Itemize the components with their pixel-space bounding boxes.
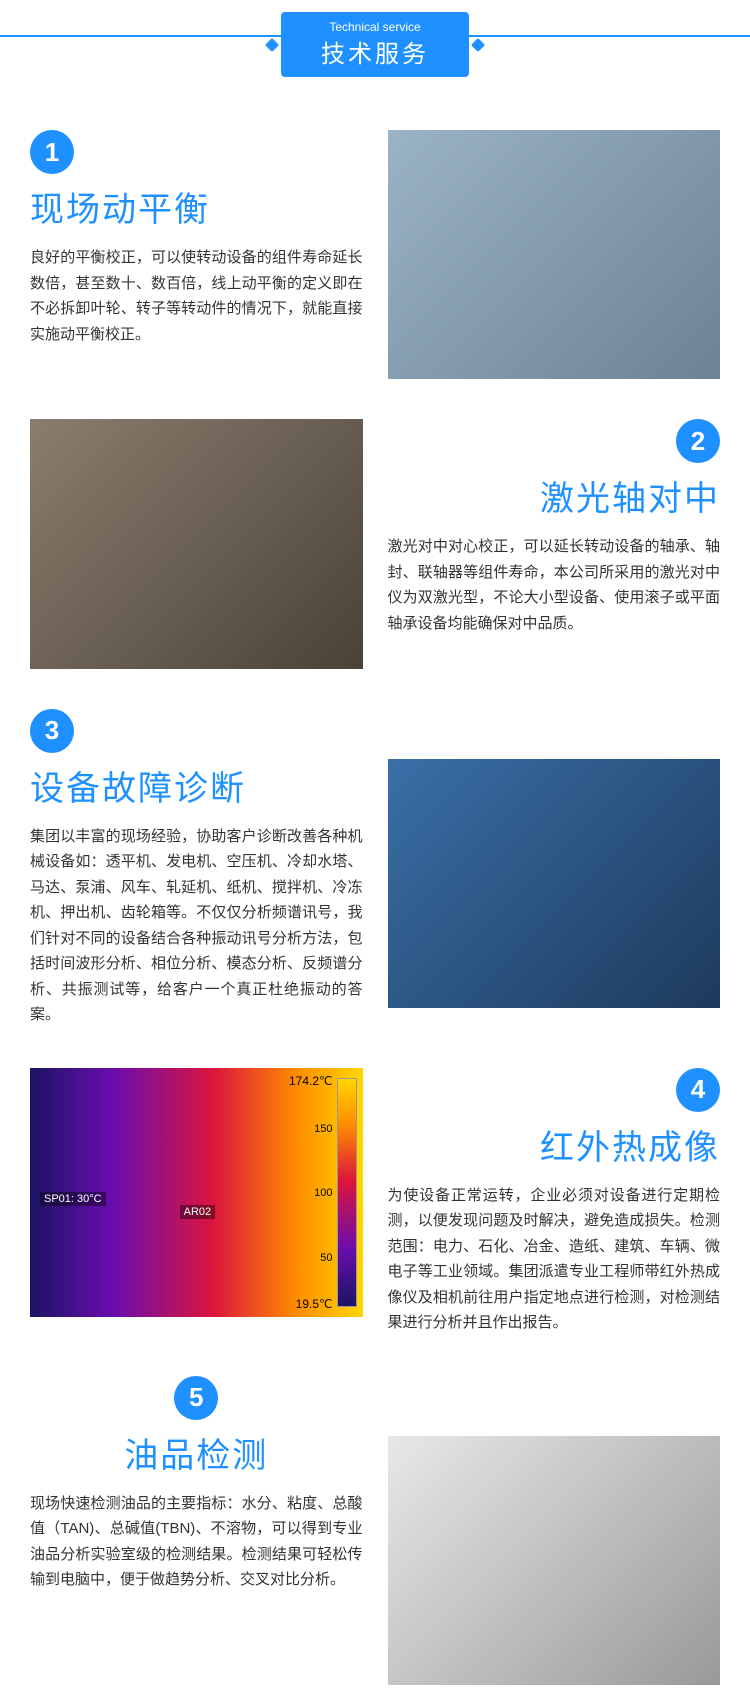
- section-1-image: [388, 130, 721, 379]
- section-1-image-col: [388, 130, 721, 379]
- section-3-text: 3 设备故障诊断 集团以丰富的现场经验，协助客户诊断改善各种机械设备如：透平机、…: [30, 709, 363, 1028]
- section-3-number: 3: [30, 709, 74, 753]
- section-1-body: 良好的平衡校正，可以使转动设备的组件寿命延长数倍，甚至数十、数百倍，线上动平衡的…: [30, 245, 363, 347]
- section-5-body: 现场快速检测油品的主要指标：水分、粘度、总酸值（TAN)、总碱值(TBN)、不溶…: [30, 1491, 363, 1593]
- section-5-text: 5 油品检测 现场快速检测油品的主要指标：水分、粘度、总酸值（TAN)、总碱值(…: [30, 1376, 363, 1593]
- header-badge: Technical service 技术服务: [281, 12, 469, 77]
- section-1-text: 1 现场动平衡 良好的平衡校正，可以使转动设备的组件寿命延长数倍，甚至数十、数百…: [30, 130, 363, 347]
- service-section-3: 3 设备故障诊断 集团以丰富的现场经验，协助客户诊断改善各种机械设备如：透平机、…: [0, 689, 750, 1048]
- section-1-title: 现场动平衡: [30, 182, 363, 231]
- section-4-body: 为使设备正常运转，企业必须对设备进行定期检测，以便发现问题及时解决，避免造成损失…: [388, 1183, 721, 1336]
- thermal-tick-50: 50: [320, 1252, 332, 1264]
- header-title: 技术服务: [321, 34, 429, 69]
- thermal-color-scale: [337, 1078, 357, 1307]
- section-1-number: 1: [30, 130, 74, 174]
- service-section-1: 1 现场动平衡 良好的平衡校正，可以使转动设备的组件寿命延长数倍，甚至数十、数百…: [0, 110, 750, 399]
- service-section-4: 4 红外热成像 为使设备正常运转，企业必须对设备进行定期检测，以便发现问题及时解…: [0, 1048, 750, 1356]
- section-5-image: [388, 1436, 721, 1685]
- service-section-5: 5 油品检测 现场快速检测油品的主要指标：水分、粘度、总酸值（TAN)、总碱值(…: [0, 1356, 750, 1705]
- section-5-image-col: [388, 1376, 721, 1685]
- section-2-image: [30, 419, 363, 668]
- thermal-sp-label: SP01: 30°C: [40, 1192, 106, 1206]
- service-section-2: 2 激光轴对中 激光对中对心校正，可以延长转动设备的轴承、轴封、联轴器等组件寿命…: [0, 399, 750, 688]
- thermal-tick-100: 100: [314, 1187, 332, 1199]
- thermal-min-temp: 19.5℃: [296, 1297, 333, 1311]
- section-4-text: 4 红外热成像 为使设备正常运转，企业必须对设备进行定期检测，以便发现问题及时解…: [388, 1068, 721, 1336]
- section-4-title: 红外热成像: [388, 1120, 721, 1169]
- section-4-image-col: 174.2℃ 19.5℃ 150 100 50 SP01: 30°C AR02: [30, 1068, 363, 1317]
- section-3-body: 集团以丰富的现场经验，协助客户诊断改善各种机械设备如：透平机、发电机、空压机、冷…: [30, 824, 363, 1028]
- section-2-text: 2 激光轴对中 激光对中对心校正，可以延长转动设备的轴承、轴封、联轴器等组件寿命…: [388, 419, 721, 636]
- section-2-number: 2: [676, 419, 720, 463]
- thermal-ar-label: AR02: [180, 1205, 216, 1219]
- section-3-image: [388, 759, 721, 1008]
- section-5-number: 5: [174, 1376, 218, 1420]
- thermal-max-temp: 174.2℃: [289, 1074, 333, 1088]
- section-4-thermal-image: 174.2℃ 19.5℃ 150 100 50 SP01: 30°C AR02: [30, 1068, 363, 1317]
- section-4-number: 4: [676, 1068, 720, 1112]
- page-header: Technical service 技术服务: [0, 0, 750, 70]
- header-subtitle: Technical service: [321, 20, 429, 34]
- section-2-title: 激光轴对中: [388, 471, 721, 520]
- section-3-image-col: [388, 709, 721, 1008]
- section-2-image-col: [30, 419, 363, 668]
- section-3-title: 设备故障诊断: [30, 761, 363, 810]
- thermal-tick-150: 150: [314, 1123, 332, 1135]
- section-2-body: 激光对中对心校正，可以延长转动设备的轴承、轴封、联轴器等组件寿命，本公司所采用的…: [388, 534, 721, 636]
- section-5-title: 油品检测: [30, 1428, 363, 1477]
